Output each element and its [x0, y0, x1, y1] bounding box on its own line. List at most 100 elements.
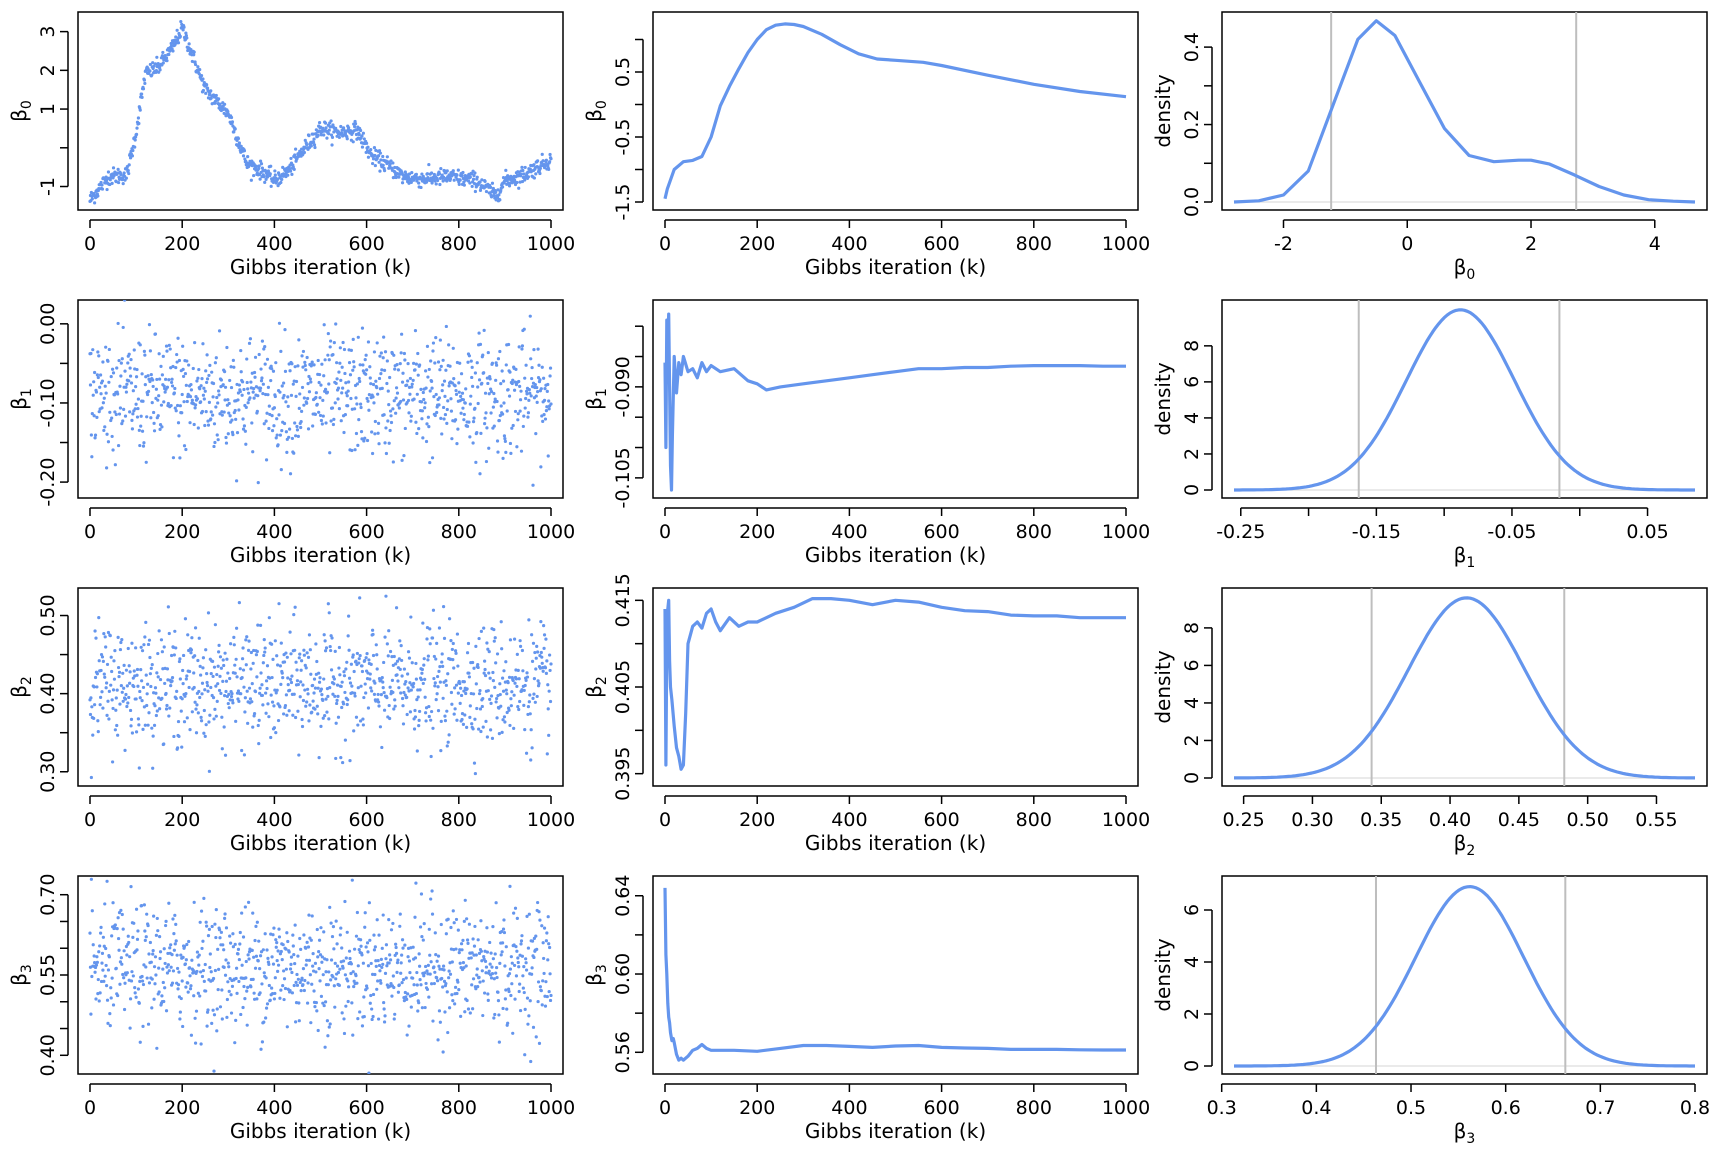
trace-point [140, 92, 144, 96]
trace-point [264, 1016, 268, 1020]
trace-point [200, 692, 204, 696]
trace-point [517, 965, 521, 969]
trace-point [170, 676, 175, 680]
trace-point [543, 417, 548, 421]
trace-point [294, 394, 298, 398]
trace-point [212, 422, 217, 426]
trace-point [216, 947, 220, 951]
trace-point [547, 167, 551, 171]
trace-point [148, 379, 152, 384]
trace-point [509, 993, 513, 998]
trace-point [140, 649, 145, 653]
trace-point [421, 938, 425, 942]
trace-point [491, 925, 495, 929]
trace-points [88, 300, 553, 487]
trace-point [525, 671, 529, 675]
trace-point [241, 154, 246, 158]
trace-point [403, 682, 407, 686]
trace-point [469, 359, 473, 363]
trace-point [144, 935, 148, 939]
trace-point [136, 717, 141, 721]
trace-point [145, 976, 149, 980]
trace-point [491, 405, 495, 409]
trace-point [203, 734, 207, 738]
trace-point [174, 696, 178, 701]
trace-point [503, 997, 507, 1001]
trace-point [263, 362, 267, 366]
trace-point [441, 383, 445, 387]
trace-point [170, 679, 174, 683]
trace-point [304, 666, 308, 670]
trace-point [162, 384, 166, 388]
running-mean-line [663, 312, 1126, 492]
trace-point [233, 1041, 237, 1045]
trace-point [193, 700, 197, 704]
trace-point [219, 930, 223, 934]
trace-point [454, 392, 459, 396]
trace-point [229, 365, 233, 369]
trace-point [156, 414, 160, 418]
trace-point [146, 682, 150, 686]
trace-point [334, 756, 338, 761]
trace-point [436, 685, 440, 689]
trace-point [151, 952, 155, 956]
trace-point [245, 1023, 249, 1027]
trace-point [414, 172, 418, 176]
trace-point [391, 663, 395, 667]
trace-point [324, 126, 328, 130]
trace-point [222, 410, 226, 414]
trace-point [332, 341, 336, 345]
trace-point [504, 168, 508, 172]
trace-point [285, 655, 289, 659]
trace-point [456, 664, 460, 668]
trace-point [468, 1011, 472, 1015]
trace-point [289, 393, 294, 397]
trace-point [223, 651, 227, 655]
trace-point [164, 344, 169, 348]
trace-point [139, 414, 143, 418]
trace-point [260, 339, 265, 343]
trace-point [122, 1007, 127, 1012]
trace-point [429, 897, 433, 901]
trace-point [171, 41, 176, 45]
trace-point [382, 690, 386, 695]
trace-point [263, 932, 267, 936]
trace-point [264, 392, 268, 397]
trace-point [160, 650, 164, 654]
trace-point [171, 49, 175, 53]
trace-point [279, 682, 283, 687]
trace-point [364, 353, 368, 357]
trace-point [502, 715, 507, 719]
trace-point [91, 348, 95, 352]
trace-point [262, 653, 266, 658]
trace-point [487, 392, 491, 396]
trace-point [224, 679, 229, 683]
trace-point [115, 723, 119, 728]
trace-point [128, 708, 133, 713]
trace-point [298, 980, 302, 985]
trace-point [327, 717, 331, 721]
y-axis-label: β1 [7, 388, 35, 410]
trace-point [134, 375, 139, 379]
trace-point [481, 353, 485, 357]
trace-point [120, 637, 124, 642]
trace-point [123, 748, 127, 752]
trace-point [319, 994, 324, 998]
trace-point [449, 409, 454, 413]
trace-point [187, 363, 191, 367]
trace-point [424, 439, 429, 444]
trace-point [443, 714, 447, 718]
trace-point [392, 353, 396, 357]
trace-point [387, 703, 391, 708]
trace-point [370, 689, 374, 693]
trace-point [367, 1071, 371, 1074]
trace-point [196, 65, 200, 69]
trace-point [321, 126, 325, 130]
trace-point [348, 956, 352, 961]
trace-point [126, 701, 130, 705]
trace-point [417, 181, 421, 185]
trace-point [360, 145, 365, 149]
trace-point [151, 948, 155, 953]
trace-point [467, 671, 471, 675]
trace-point [100, 406, 104, 410]
